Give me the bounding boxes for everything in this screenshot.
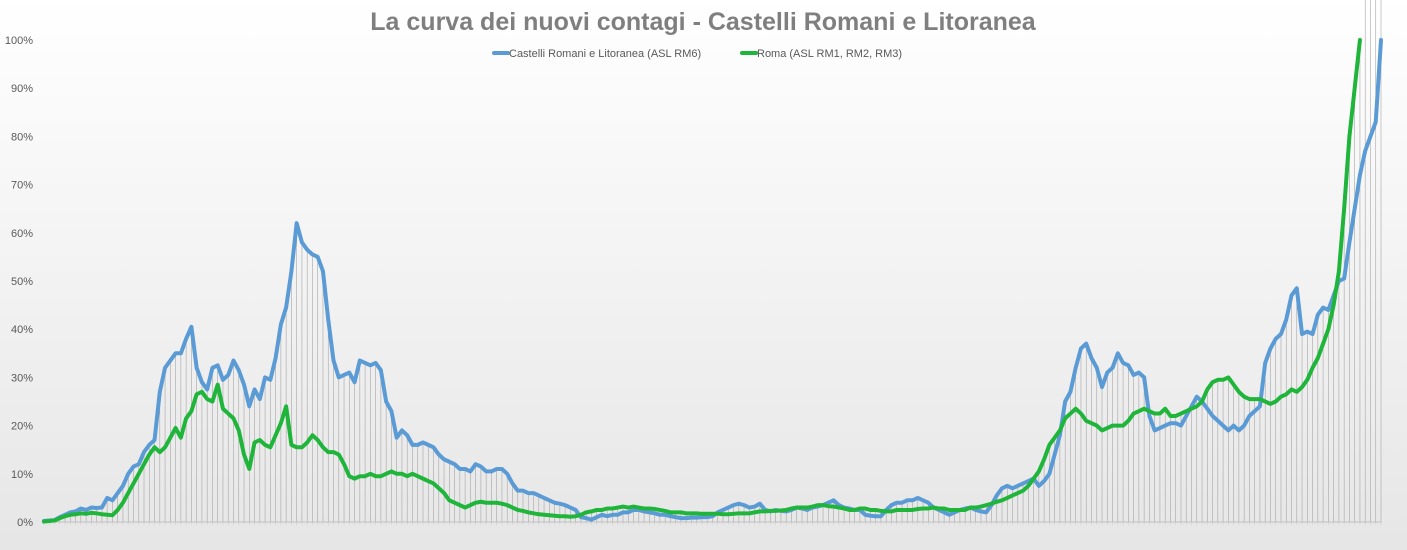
y-tick-label: 30% — [11, 372, 33, 384]
y-tick-label: 80% — [11, 131, 33, 143]
series-layer — [42, 38, 1383, 524]
y-tick-label: 60% — [11, 228, 33, 240]
y-tick-label: 20% — [11, 421, 33, 433]
y-tick-label: 70% — [11, 180, 33, 192]
series-line-rm6 — [42, 38, 1383, 524]
y-axis: 0% 10% 20% 30% 40% 50% 60% 70% 80% 90% 100% — [5, 35, 33, 529]
y-tick-label: 10% — [11, 469, 33, 481]
y-tick-label: 100% — [5, 35, 33, 47]
legend-label-roma: Roma (ASL RM1, RM2, RM3) — [757, 48, 902, 60]
y-tick-label: 90% — [11, 83, 33, 95]
legend: Castelli Romani e Litoranea (ASL RM6) Ro… — [492, 48, 902, 60]
chart-title: La curva dei nuovi contagi - Castelli Ro… — [370, 8, 1037, 36]
y-tick-label: 0% — [17, 517, 33, 529]
series-line-roma — [42, 38, 1362, 524]
y-tick-label: 50% — [11, 276, 33, 288]
legend-label-rm6: Castelli Romani e Litoranea (ASL RM6) — [509, 48, 701, 60]
y-tick-label: 40% — [11, 324, 33, 336]
